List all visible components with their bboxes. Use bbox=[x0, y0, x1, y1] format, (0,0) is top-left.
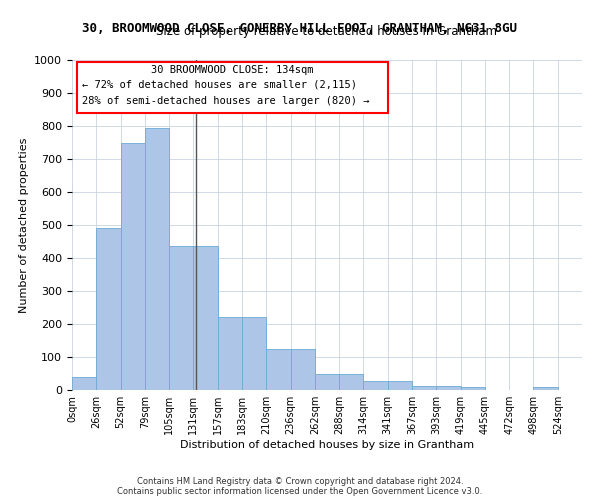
X-axis label: Distribution of detached houses by size in Grantham: Distribution of detached houses by size … bbox=[180, 440, 474, 450]
Bar bbox=[436, 386, 461, 390]
Bar bbox=[290, 349, 315, 390]
Bar bbox=[315, 374, 339, 390]
Bar bbox=[169, 246, 193, 390]
Bar bbox=[388, 381, 412, 390]
Text: 28% of semi-detached houses are larger (820) →: 28% of semi-detached houses are larger (… bbox=[82, 96, 370, 106]
Title: Size of property relative to detached houses in Grantham: Size of property relative to detached ho… bbox=[157, 25, 497, 38]
Bar bbox=[242, 318, 266, 390]
Text: Contains public sector information licensed under the Open Government Licence v3: Contains public sector information licen… bbox=[118, 488, 482, 496]
Y-axis label: Number of detached properties: Number of detached properties bbox=[19, 138, 29, 312]
Bar bbox=[266, 349, 290, 390]
FancyBboxPatch shape bbox=[77, 62, 388, 113]
Text: Contains HM Land Registry data © Crown copyright and database right 2024.: Contains HM Land Registry data © Crown c… bbox=[137, 478, 463, 486]
Text: ← 72% of detached houses are smaller (2,115): ← 72% of detached houses are smaller (2,… bbox=[82, 80, 357, 90]
Bar bbox=[96, 228, 121, 390]
Bar bbox=[461, 386, 485, 390]
Bar bbox=[193, 246, 218, 390]
Text: 30, BROOMWOOD CLOSE, GONERBY HILL FOOT, GRANTHAM, NG31 8GU: 30, BROOMWOOD CLOSE, GONERBY HILL FOOT, … bbox=[83, 22, 517, 36]
Text: 30 BROOMWOOD CLOSE: 134sqm: 30 BROOMWOOD CLOSE: 134sqm bbox=[151, 65, 314, 75]
Bar bbox=[364, 381, 388, 390]
Bar bbox=[412, 386, 436, 390]
Bar bbox=[533, 388, 558, 390]
Bar bbox=[339, 374, 364, 390]
Bar bbox=[121, 142, 145, 390]
Bar bbox=[145, 128, 169, 390]
Bar bbox=[218, 318, 242, 390]
Bar bbox=[72, 377, 96, 390]
